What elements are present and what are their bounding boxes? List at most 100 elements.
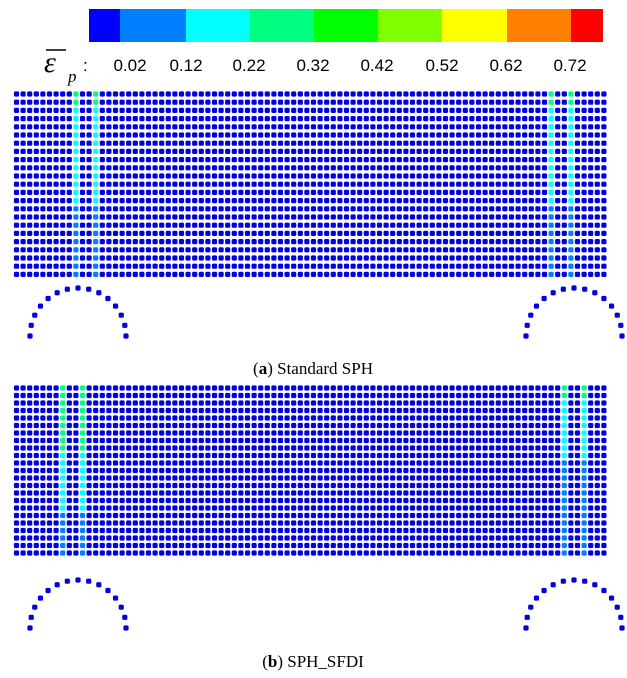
- particle: [27, 148, 33, 154]
- particle: [383, 527, 389, 534]
- particle: [126, 124, 132, 130]
- particle: [317, 512, 323, 519]
- particle: [258, 181, 264, 187]
- particle: [198, 181, 204, 187]
- particle: [416, 520, 422, 526]
- particle: [33, 475, 39, 481]
- particle: [515, 255, 521, 261]
- particle: [508, 99, 515, 105]
- particle: [27, 99, 33, 105]
- particle: [522, 157, 528, 163]
- particle: [132, 422, 138, 429]
- particle: [330, 124, 336, 130]
- particle: [99, 385, 105, 391]
- particle: [456, 490, 462, 496]
- particle: [225, 437, 231, 444]
- particle: [145, 385, 152, 391]
- particle: [508, 173, 515, 179]
- particle: [594, 255, 600, 261]
- particle: [297, 392, 303, 399]
- particle: [277, 157, 284, 163]
- particle: [436, 271, 442, 277]
- particle: [205, 247, 211, 253]
- particle: [449, 91, 455, 97]
- particle: [528, 460, 534, 466]
- particle: [469, 247, 475, 253]
- particle: [73, 512, 79, 519]
- particle: [53, 482, 59, 489]
- particle: [159, 247, 165, 253]
- particle: [231, 512, 237, 519]
- particle: [555, 157, 561, 163]
- particle: [588, 422, 594, 429]
- particle: [469, 407, 475, 414]
- particle: [106, 263, 112, 269]
- particle: [528, 475, 534, 481]
- particle: [568, 107, 574, 113]
- particle: [159, 490, 165, 496]
- particle: [244, 91, 251, 97]
- particle: [66, 132, 72, 138]
- particle: [324, 91, 330, 97]
- particle: [139, 490, 145, 496]
- particle: [416, 107, 422, 113]
- particle: [528, 247, 534, 253]
- particle: [99, 255, 105, 261]
- particle: [218, 181, 224, 187]
- particle: [456, 247, 462, 253]
- particle: [370, 490, 376, 496]
- support-particle: [560, 578, 566, 584]
- particle: [291, 107, 297, 113]
- particle: [588, 475, 594, 481]
- particle: [126, 116, 132, 122]
- particle: [416, 271, 422, 277]
- particle: [218, 482, 224, 489]
- particle: [469, 437, 475, 444]
- particle: [304, 512, 310, 519]
- particle: [284, 247, 290, 253]
- particle: [469, 230, 475, 236]
- particle: [244, 271, 251, 277]
- particle: [86, 230, 92, 236]
- particle: [574, 460, 581, 466]
- particle: [297, 445, 303, 451]
- particle: [60, 415, 66, 421]
- particle: [574, 222, 581, 228]
- particle: [205, 132, 211, 138]
- particle: [46, 132, 53, 138]
- particle: [119, 99, 125, 105]
- particle: [541, 422, 548, 429]
- particle: [178, 497, 185, 504]
- particle: [264, 91, 270, 97]
- particle: [205, 482, 211, 489]
- particle: [508, 490, 515, 496]
- particle: [522, 430, 528, 436]
- particle: [522, 124, 528, 130]
- particle: [46, 392, 53, 399]
- particle: [205, 460, 211, 466]
- particle: [456, 542, 462, 549]
- particle: [264, 247, 270, 253]
- particle: [86, 222, 92, 228]
- particle: [159, 239, 165, 245]
- particle: [541, 189, 548, 195]
- particle: [383, 467, 389, 474]
- particle: [271, 255, 277, 261]
- particle: [66, 527, 72, 534]
- particle: [112, 445, 119, 451]
- particle: [251, 385, 257, 391]
- particle: [33, 452, 39, 459]
- particle: [106, 132, 112, 138]
- particle: [178, 542, 185, 549]
- particle: [73, 107, 79, 113]
- particle: [225, 214, 231, 220]
- particle: [73, 482, 79, 489]
- particle: [33, 482, 39, 489]
- particle: [350, 475, 356, 481]
- particle: [205, 497, 211, 504]
- particle: [99, 437, 105, 444]
- particle: [20, 173, 26, 179]
- particle: [442, 247, 449, 253]
- particle: [192, 422, 198, 429]
- particle: [297, 430, 303, 436]
